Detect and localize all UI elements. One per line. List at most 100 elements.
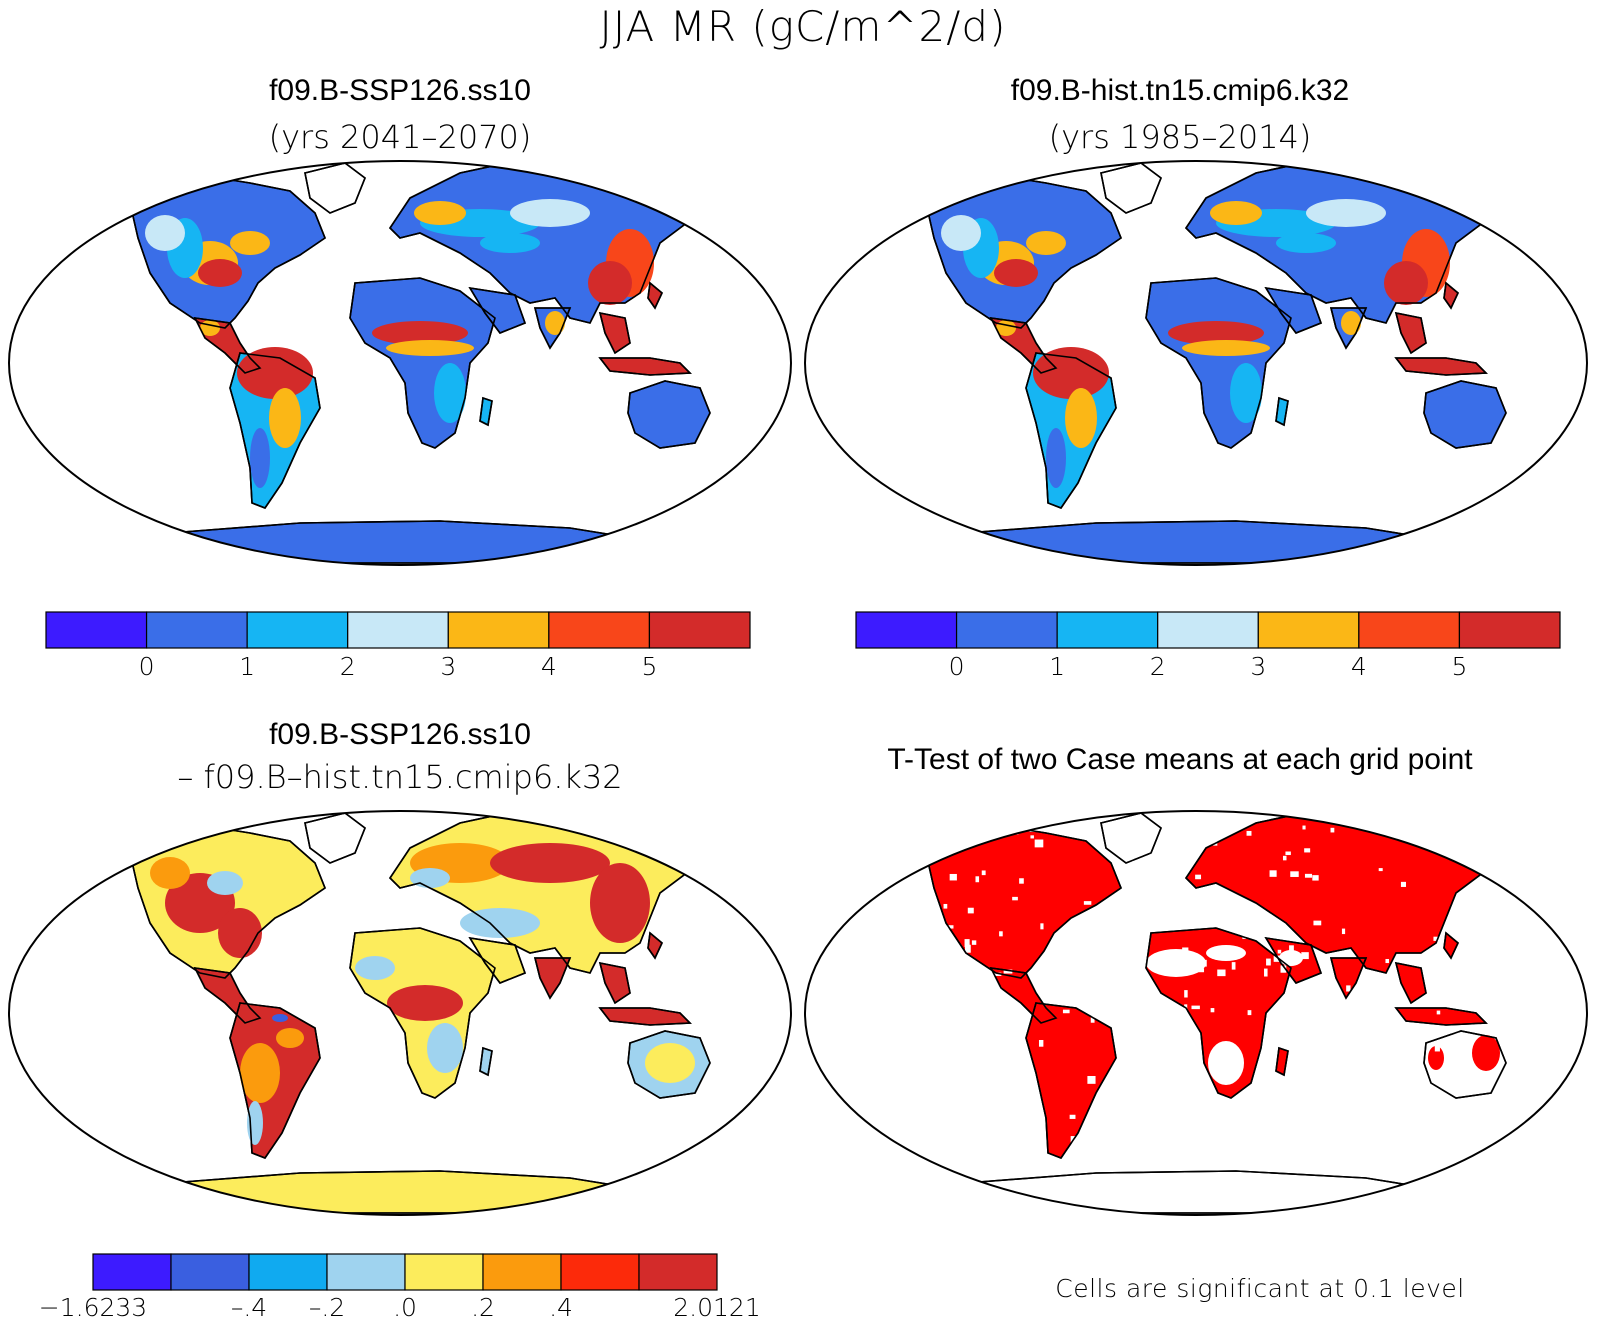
insignificant-cell: [1476, 1086, 1486, 1091]
insignificant-cell: [1306, 987, 1316, 995]
coastline-camerica: [193, 316, 262, 374]
land-indonesia: [1394, 1007, 1488, 1026]
insignificant-cell: [1188, 1066, 1194, 1075]
insignificant-cell: [1107, 1122, 1114, 1128]
colorbar-box-0: [45, 611, 148, 649]
coastline-india: [533, 957, 572, 1000]
insignificant-cell: [1217, 969, 1226, 977]
insignificant-cell: [981, 870, 986, 876]
coastline-indonesia: [1394, 357, 1488, 376]
insignificant-cell: [1182, 947, 1189, 956]
insignificant-cell: [1451, 1027, 1460, 1034]
insignificant-cell: [1241, 1149, 1249, 1157]
insignificant-cell: [1210, 1008, 1215, 1013]
land-africa: [349, 277, 496, 449]
map-frame-hist: [804, 160, 1588, 566]
coastline-samerica: [229, 352, 321, 509]
insignificant-cell: [1198, 968, 1205, 973]
coastline-namerica: [129, 174, 326, 329]
insignificant-cell: [1181, 1099, 1188, 1105]
field-patch: [276, 1028, 304, 1048]
coastline-africa: [1145, 277, 1292, 449]
field-patch: [386, 340, 474, 356]
colorbar-box-4: [404, 1253, 484, 1291]
insignificant-cell: [1191, 1005, 1200, 1010]
field-patch: [510, 199, 590, 227]
coastline-namerica: [925, 824, 1122, 979]
insignificant-cell: [1162, 896, 1169, 900]
field-patch: [372, 321, 468, 345]
insignificant-cell: [964, 939, 970, 947]
coastline-arabia: [468, 286, 527, 334]
insignificant-cell: [1153, 905, 1159, 914]
land-africa: [1145, 277, 1292, 449]
insignificant-cell: [1290, 953, 1299, 958]
field-patch: [590, 863, 650, 943]
coastline-africa: [349, 927, 496, 1099]
coastline-japan: [647, 931, 663, 960]
insignificant-cell: [1110, 1092, 1117, 1099]
insignificant-cell: [936, 983, 942, 987]
insignificant-cell: [1385, 958, 1389, 964]
insignificant-cell: [1266, 958, 1271, 966]
insignificant-cell: [1250, 920, 1259, 928]
field-patch: [1230, 363, 1262, 423]
field-patch: [198, 259, 242, 287]
coastline-japan: [647, 281, 663, 310]
colorbar-box-5: [482, 1253, 562, 1291]
insignificant-cell: [1470, 930, 1477, 936]
colorbar-box-1: [170, 1253, 250, 1291]
insignificant-cell: [1137, 905, 1143, 910]
map-ttest: [925, 811, 1528, 1214]
insignificant-cell: [960, 1082, 970, 1087]
insignificant-cell: [1119, 991, 1124, 998]
insignificant-cell: [1398, 1068, 1405, 1074]
insignificant-cell: [1473, 992, 1477, 998]
coastline-japan: [1443, 281, 1459, 310]
insignificant-cell: [1421, 959, 1428, 967]
colorbar-tick-label: 0: [138, 652, 155, 681]
insignificant-cell: [1090, 939, 1096, 944]
colorbar-box-2: [1056, 611, 1159, 649]
insignificant-cell: [1304, 848, 1311, 853]
insignificant-cell: [1273, 955, 1282, 962]
insignificant-cell: [971, 940, 977, 945]
insignificant-cell: [1132, 938, 1137, 947]
colorbar-tick-label: –.2: [308, 1293, 346, 1322]
colorbar-tick-label: 3: [1250, 652, 1267, 681]
insignificant-cell: [995, 986, 1002, 991]
coastline-madagascar: [479, 1046, 493, 1077]
field-patch: [414, 201, 466, 225]
colorbar-tick-label: .2: [471, 1293, 495, 1322]
panel-subtitle-hist: (yrs 1985–2014): [1048, 118, 1312, 156]
coastline-indonesia: [598, 357, 692, 376]
colorbar-box-1: [955, 611, 1058, 649]
coastline-japan: [1443, 931, 1459, 960]
colorbar-box-5: [1358, 611, 1461, 649]
insignificant-cell: [1192, 1142, 1202, 1148]
field-patch: [410, 868, 450, 888]
coastline-seasia: [598, 961, 631, 1005]
insignificant-cell: [1236, 915, 1242, 920]
map-frame-diff: [8, 810, 792, 1216]
coastline-samerica: [1025, 1002, 1117, 1159]
coastline-camerica: [989, 316, 1058, 374]
insignificant-cell: [1467, 823, 1473, 829]
insignificant-cell: [1312, 875, 1319, 881]
field-patch: [250, 428, 270, 488]
field-patch: [1146, 949, 1206, 977]
insignificant-cell: [1392, 1025, 1399, 1029]
colorbar-hist: [855, 611, 1561, 649]
field-patch: [1210, 201, 1262, 225]
coastline-madagascar: [1275, 396, 1289, 427]
colorbar-box-2: [248, 1253, 328, 1291]
field-patch: [1384, 261, 1428, 305]
insignificant-cell: [967, 907, 974, 914]
insignificant-cell: [1182, 847, 1192, 854]
colorbar-diff: [92, 1253, 718, 1291]
insignificant-cell: [1126, 857, 1134, 862]
insignificant-cell: [1187, 1108, 1194, 1112]
insignificant-cell: [1247, 1010, 1252, 1016]
colorbar-box-3: [1157, 611, 1259, 649]
insignificant-cell: [1280, 965, 1287, 973]
